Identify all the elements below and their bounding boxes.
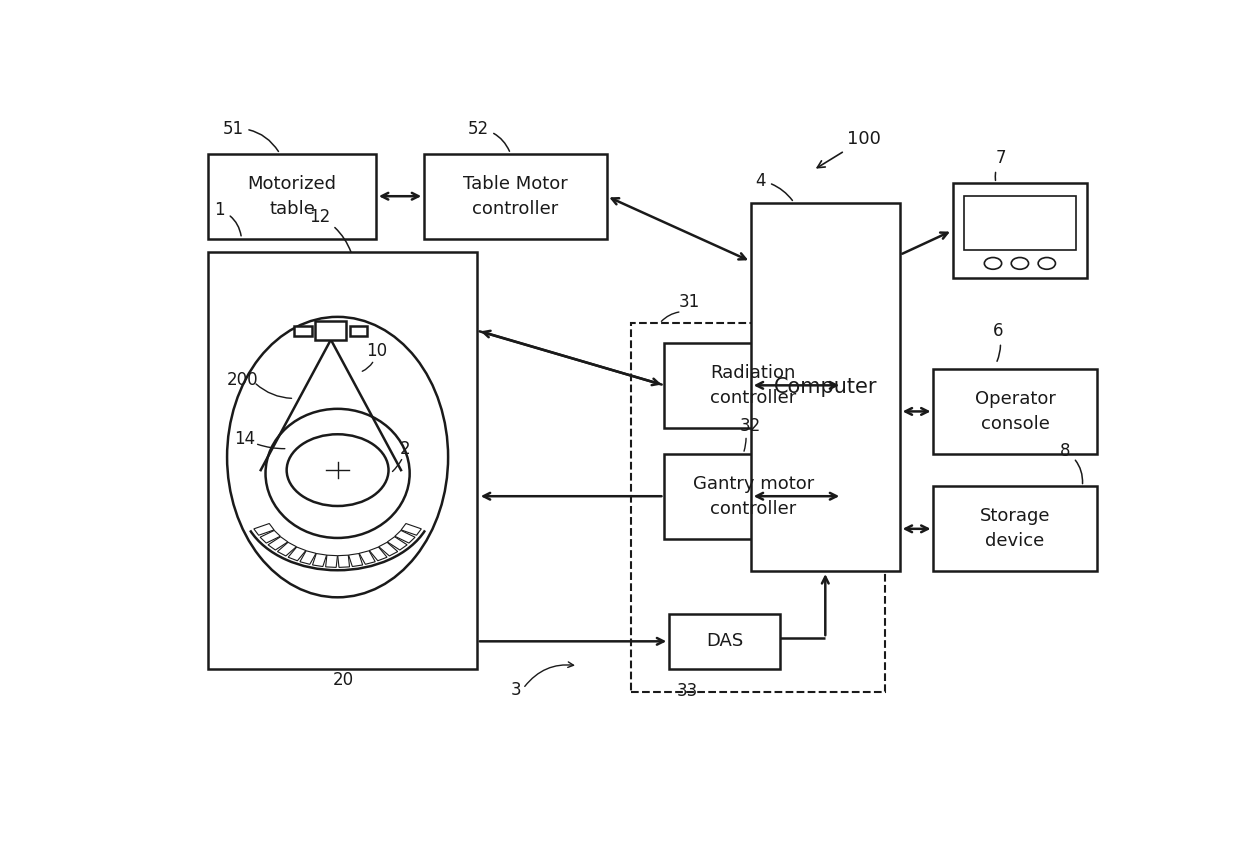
Polygon shape <box>300 551 316 564</box>
Bar <box>670 613 780 669</box>
Text: 200: 200 <box>227 371 259 390</box>
Text: Radiation
controller: Radiation controller <box>711 364 796 407</box>
Text: 3: 3 <box>511 681 521 699</box>
Text: Computer: Computer <box>774 377 877 397</box>
Text: 8: 8 <box>1060 442 1083 484</box>
Text: 1: 1 <box>215 201 241 235</box>
Polygon shape <box>394 530 415 543</box>
Text: Table Motor
controller: Table Motor controller <box>463 174 568 218</box>
Text: 33: 33 <box>677 683 698 700</box>
Text: Gantry motor
controller: Gantry motor controller <box>693 474 813 518</box>
Bar <box>665 343 842 428</box>
Circle shape <box>1038 257 1055 269</box>
Circle shape <box>1012 257 1028 269</box>
Text: 10: 10 <box>367 342 388 360</box>
Text: 100: 100 <box>817 130 880 168</box>
Bar <box>294 326 311 336</box>
Bar <box>631 324 885 692</box>
Text: 14: 14 <box>234 430 255 448</box>
Bar <box>350 326 367 336</box>
Polygon shape <box>360 551 376 564</box>
Bar <box>934 369 1097 454</box>
Polygon shape <box>288 547 306 561</box>
Text: 12: 12 <box>309 208 351 252</box>
Polygon shape <box>268 537 288 550</box>
Text: 51: 51 <box>222 119 279 152</box>
Bar <box>934 486 1097 571</box>
Bar <box>952 183 1087 278</box>
Bar <box>208 252 477 669</box>
Polygon shape <box>378 542 398 556</box>
Polygon shape <box>401 523 422 535</box>
Bar <box>965 197 1075 251</box>
Bar <box>315 321 346 340</box>
Polygon shape <box>254 523 274 535</box>
Text: 4: 4 <box>755 172 792 201</box>
Text: 32: 32 <box>739 417 760 435</box>
Polygon shape <box>387 537 407 550</box>
Text: Storage
device: Storage device <box>980 507 1050 551</box>
Text: 6: 6 <box>993 322 1003 362</box>
Polygon shape <box>348 553 362 567</box>
Bar <box>665 454 842 539</box>
Text: DAS: DAS <box>706 633 743 650</box>
Text: 20: 20 <box>332 672 353 689</box>
Text: 52: 52 <box>467 119 510 152</box>
Polygon shape <box>312 553 326 567</box>
Polygon shape <box>370 547 387 561</box>
Polygon shape <box>326 555 337 567</box>
Text: 7: 7 <box>996 149 1007 180</box>
Polygon shape <box>278 542 296 556</box>
Circle shape <box>985 257 1002 269</box>
Text: 2: 2 <box>401 440 410 458</box>
Polygon shape <box>260 530 280 543</box>
Bar <box>424 154 606 239</box>
Bar <box>208 154 376 239</box>
Bar <box>751 202 900 571</box>
Polygon shape <box>337 555 350 567</box>
Text: Motorized
table: Motorized table <box>248 174 336 218</box>
Text: 31: 31 <box>678 293 701 311</box>
Text: Operator
console: Operator console <box>975 390 1055 433</box>
